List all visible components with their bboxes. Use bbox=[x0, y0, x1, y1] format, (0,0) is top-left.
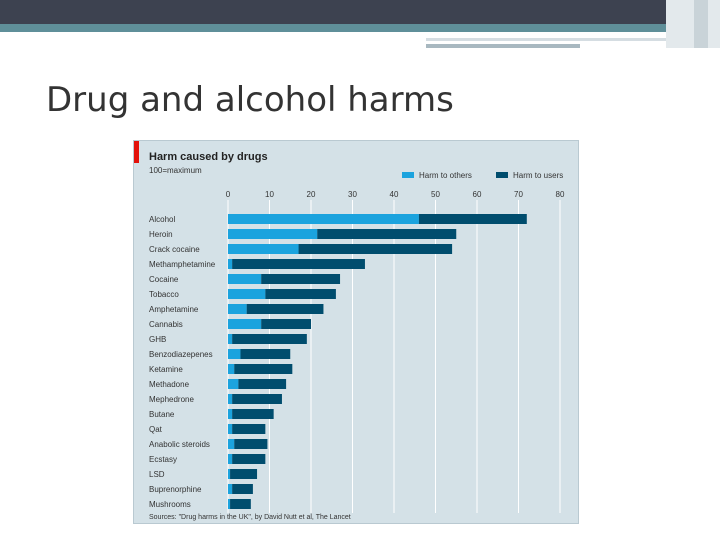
bar-segment bbox=[232, 484, 253, 494]
bar-segment bbox=[238, 379, 287, 389]
slide-title: Drug and alcohol harms bbox=[46, 80, 454, 120]
bar-segment bbox=[228, 454, 233, 464]
x-tick-label: 40 bbox=[390, 190, 399, 199]
bar-segment bbox=[261, 319, 311, 329]
category-label: Buprenorphine bbox=[149, 485, 202, 494]
bar-segment bbox=[246, 304, 324, 314]
bar-segment bbox=[228, 379, 239, 389]
corner-decoration-inner bbox=[694, 0, 708, 48]
bar-segment bbox=[232, 394, 282, 404]
bar-segment bbox=[232, 259, 365, 269]
legend-swatch bbox=[402, 172, 414, 178]
slide-header-stripe bbox=[0, 24, 720, 32]
bar-segment bbox=[232, 409, 274, 419]
bar-segment bbox=[228, 319, 262, 329]
bar-segment bbox=[234, 439, 268, 449]
bar-segment bbox=[228, 439, 235, 449]
accent-line bbox=[426, 38, 666, 41]
x-tick-label: 30 bbox=[348, 190, 357, 199]
legend-swatch bbox=[496, 172, 508, 178]
category-label: Crack cocaine bbox=[149, 245, 200, 254]
accent-line-short bbox=[426, 44, 580, 48]
bar-segment bbox=[298, 244, 453, 254]
category-label: Amphetamine bbox=[149, 305, 199, 314]
category-label: Alcohol bbox=[149, 215, 175, 224]
category-label: Mushrooms bbox=[149, 500, 191, 509]
category-label: Mephedrone bbox=[149, 395, 194, 404]
bar-segment bbox=[228, 229, 318, 239]
bar-segment bbox=[228, 334, 233, 344]
bar-segment bbox=[228, 469, 231, 479]
bar-segment bbox=[232, 454, 266, 464]
category-label: Benzodiazepenes bbox=[149, 350, 213, 359]
category-label: Ketamine bbox=[149, 365, 183, 374]
harm-chart: Harm caused by drugs 100=maximum Harm to o… bbox=[149, 151, 565, 521]
bar-segment bbox=[228, 289, 266, 299]
legend-label: Harm to others bbox=[419, 171, 472, 180]
category-label: Cocaine bbox=[149, 275, 179, 284]
bar-segment bbox=[228, 349, 241, 359]
x-tick-label: 50 bbox=[431, 190, 440, 199]
bar-segment bbox=[317, 229, 457, 239]
bar-segment bbox=[230, 469, 258, 479]
bar-segment bbox=[228, 409, 233, 419]
bar-segment bbox=[228, 274, 262, 284]
category-label: Tobacco bbox=[149, 290, 179, 299]
x-tick-label: 60 bbox=[473, 190, 482, 199]
bar-segment bbox=[228, 304, 247, 314]
category-label: GHB bbox=[149, 335, 166, 344]
x-tick-label: 80 bbox=[556, 190, 565, 199]
bar-segment bbox=[228, 244, 299, 254]
x-tick-label: 70 bbox=[514, 190, 523, 199]
x-tick-label: 20 bbox=[307, 190, 316, 199]
chart-panel: Harm caused by drugs 100=maximum Harm to o… bbox=[133, 140, 579, 524]
category-label: LSD bbox=[149, 470, 165, 479]
x-tick-label: 0 bbox=[226, 190, 231, 199]
bar-segment bbox=[232, 334, 307, 344]
chart-title: Harm caused by drugs bbox=[149, 151, 268, 163]
bar-segment bbox=[228, 484, 233, 494]
category-label: Butane bbox=[149, 410, 175, 419]
bar-segment bbox=[265, 289, 336, 299]
bar-segment bbox=[228, 394, 233, 404]
category-label: Cannabis bbox=[149, 320, 183, 329]
category-label: Methamphetamine bbox=[149, 260, 216, 269]
bar-segment bbox=[228, 424, 233, 434]
bar-segment bbox=[228, 499, 231, 509]
bar-segment bbox=[228, 259, 233, 269]
bar-segment bbox=[261, 274, 341, 284]
category-label: Qat bbox=[149, 425, 163, 434]
bar-segment bbox=[228, 364, 235, 374]
category-label: Ecstasy bbox=[149, 455, 177, 464]
category-label: Heroin bbox=[149, 230, 173, 239]
x-tick-label: 10 bbox=[265, 190, 274, 199]
slide-header-bar bbox=[0, 0, 720, 24]
chart-subtitle: 100=maximum bbox=[149, 166, 202, 175]
legend-label: Harm to users bbox=[513, 171, 563, 180]
category-label: Anabolic steroids bbox=[149, 440, 210, 449]
bar-segment bbox=[234, 364, 293, 374]
bar-segment bbox=[240, 349, 291, 359]
category-label: Methadone bbox=[149, 380, 190, 389]
bar-segment bbox=[232, 424, 266, 434]
corner-decoration bbox=[666, 0, 720, 48]
chart-source: Sources: "Drug harms in the UK", by Davi… bbox=[149, 514, 351, 521]
bar-segment bbox=[418, 214, 527, 224]
bar-segment bbox=[228, 214, 419, 224]
bar-segment bbox=[230, 499, 251, 509]
chart-accent-tag bbox=[134, 141, 139, 163]
